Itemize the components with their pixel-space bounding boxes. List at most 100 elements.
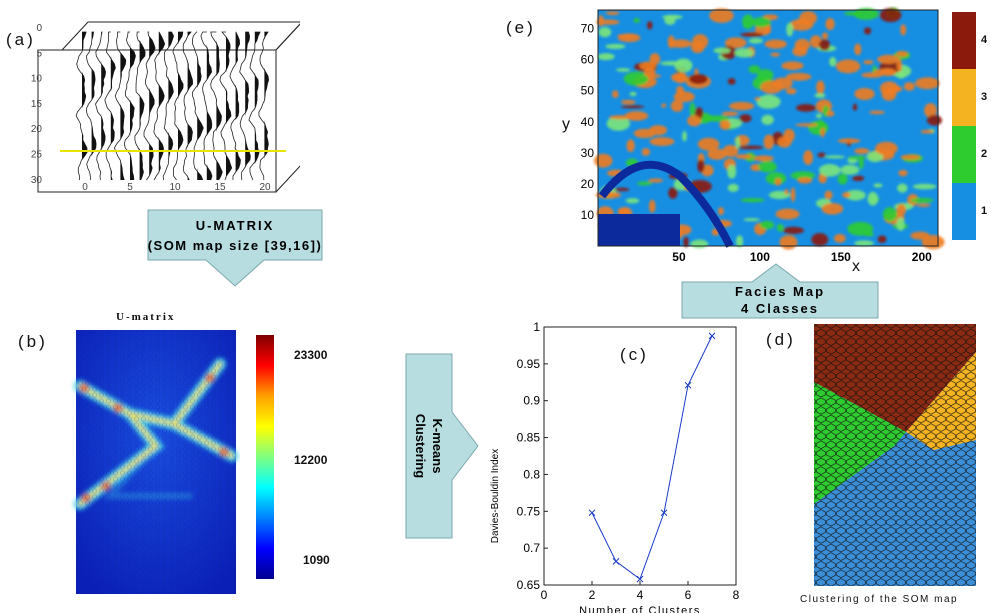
facies-patch bbox=[915, 77, 940, 90]
facies-patch bbox=[829, 56, 837, 67]
facies-patch bbox=[866, 151, 884, 163]
facies-patch bbox=[721, 111, 739, 116]
facies-patch bbox=[668, 187, 678, 199]
seismic-trace bbox=[191, 31, 204, 181]
facies-class-2-swatch bbox=[952, 126, 976, 183]
seismic-trace bbox=[113, 31, 127, 181]
panel-label-d: (d) bbox=[766, 330, 796, 349]
facies-patch bbox=[775, 208, 800, 220]
facies-patch bbox=[692, 34, 709, 50]
facies-y-tick: 20 bbox=[581, 177, 595, 191]
facies-patch bbox=[790, 171, 816, 180]
seismic-trace bbox=[200, 31, 213, 181]
facies-patch bbox=[763, 134, 774, 150]
facies-patch bbox=[689, 74, 708, 85]
seismic-x-tick: 0 bbox=[82, 182, 88, 193]
seismic-trace bbox=[219, 31, 233, 181]
facies-patch bbox=[646, 21, 653, 30]
facies-patch bbox=[623, 71, 649, 86]
chart-x-tick: 2 bbox=[589, 588, 596, 602]
facies-patch bbox=[624, 111, 649, 121]
facies-patch bbox=[809, 35, 822, 49]
facies-patch bbox=[748, 38, 763, 44]
facies-patch bbox=[916, 203, 931, 207]
chart-x-tick: 4 bbox=[637, 588, 644, 602]
panel-label-e: (e) bbox=[506, 18, 536, 37]
facies-patch bbox=[757, 69, 774, 82]
seismic-y-tick: 15 bbox=[31, 99, 43, 110]
facies-patch bbox=[758, 161, 777, 173]
som-caption: Clustering of the SOM map bbox=[800, 594, 959, 605]
chart-y-tick: 0.65 bbox=[517, 578, 541, 592]
facies-patch bbox=[735, 154, 753, 160]
seismic-y-tick: 5 bbox=[36, 48, 42, 59]
facies-patch bbox=[649, 53, 661, 65]
umatrix-arrow: U-MATRIX (SOM map size [39,16]) bbox=[147, 209, 323, 287]
facies-patch bbox=[770, 52, 781, 57]
seismic-trace bbox=[182, 31, 194, 181]
facies-patch bbox=[707, 148, 727, 160]
facies-class-label: 4 bbox=[981, 34, 988, 46]
facies-x-label: x bbox=[852, 258, 860, 275]
facies-patch bbox=[852, 103, 858, 111]
facies-patch bbox=[815, 113, 823, 119]
facies-patch bbox=[854, 240, 874, 247]
som-cluster-map bbox=[814, 324, 976, 586]
facies-patch bbox=[816, 80, 825, 95]
facies-patch bbox=[817, 152, 826, 158]
facies-patch bbox=[724, 37, 747, 49]
facies-patch bbox=[924, 103, 937, 118]
facies-patch bbox=[737, 145, 764, 150]
seismic-x-tick: 10 bbox=[169, 182, 181, 193]
seismic-trace-fill bbox=[91, 32, 97, 180]
chart-y-tick: 0.85 bbox=[517, 431, 541, 445]
chart-point-marker bbox=[588, 509, 596, 517]
chart-y-tick: 0.75 bbox=[517, 504, 541, 518]
facies-patch bbox=[662, 14, 683, 20]
facies-patch bbox=[877, 54, 900, 65]
facies-patch bbox=[790, 187, 796, 202]
facies-y-tick: 70 bbox=[581, 22, 595, 36]
seismic-y-tick: 20 bbox=[31, 124, 43, 135]
facies-patch bbox=[648, 199, 656, 213]
chart-frame bbox=[543, 326, 737, 586]
facies-patch bbox=[795, 123, 820, 127]
seismic-trace bbox=[104, 31, 116, 181]
facies-patch bbox=[837, 173, 848, 185]
facies-patch bbox=[835, 59, 861, 74]
facies-patch bbox=[912, 183, 937, 190]
facies-patch bbox=[863, 27, 872, 35]
facies-colorbar bbox=[952, 12, 976, 240]
chart-point-marker bbox=[684, 381, 692, 389]
facies-patch bbox=[825, 18, 835, 31]
facies-patch bbox=[774, 177, 782, 186]
seismic-cube: 0 5 10 15 20 25 30 0 5 10 15 20 bbox=[31, 21, 300, 193]
seismic-y-tick: 25 bbox=[31, 150, 43, 161]
facies-patch bbox=[795, 103, 817, 112]
chart-y-tick: 1 bbox=[533, 320, 540, 334]
facies-patch bbox=[648, 178, 664, 183]
facies-patch bbox=[661, 103, 667, 108]
facies-patch bbox=[754, 97, 761, 101]
facies-patch bbox=[617, 207, 629, 215]
facies-patch bbox=[689, 102, 696, 118]
facies-patch bbox=[861, 72, 883, 78]
chart-point-marker bbox=[636, 575, 644, 583]
seismic-trace bbox=[162, 31, 175, 181]
seismic-y-axis: 0 5 10 15 20 25 30 bbox=[31, 23, 43, 186]
facies-patch bbox=[784, 188, 789, 195]
facies-patch bbox=[920, 129, 934, 134]
facies-patch bbox=[682, 131, 687, 142]
facies-patch bbox=[896, 58, 902, 73]
facies-patch bbox=[729, 101, 755, 111]
facies-patch bbox=[896, 217, 905, 231]
chart-y-tick: 0.95 bbox=[517, 357, 541, 371]
panel-label-a: (a) bbox=[6, 30, 36, 49]
facies-patch bbox=[889, 85, 903, 93]
facies-patch bbox=[643, 67, 656, 78]
seismic-trace-fill bbox=[101, 32, 106, 180]
facies-patch bbox=[727, 183, 739, 192]
facies-patch bbox=[896, 203, 907, 216]
seismic-trace bbox=[143, 31, 156, 181]
facies-y-tick: 50 bbox=[581, 84, 595, 98]
